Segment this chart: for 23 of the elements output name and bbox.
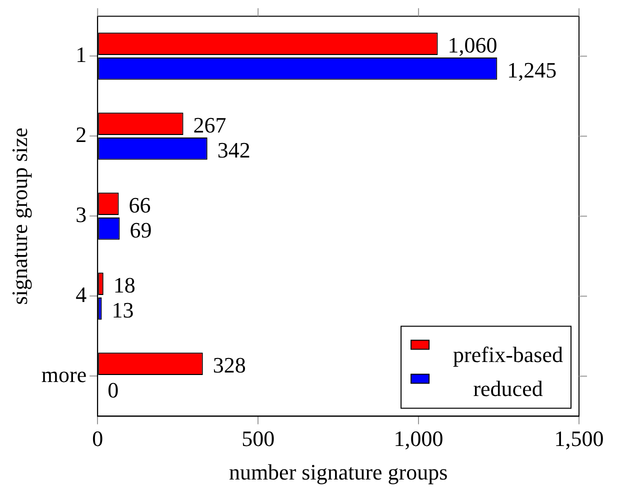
x-tick-label: 0: [92, 426, 104, 452]
y-tick-label: more: [41, 362, 87, 387]
data-label: 342: [217, 137, 250, 162]
x-tick-label: 1,000: [394, 426, 444, 452]
y-axis-title: signature group size: [6, 128, 32, 305]
y-tick-label: 1: [76, 42, 87, 67]
data-label: 1,245: [507, 57, 557, 82]
y-tick-label: 3: [76, 202, 87, 227]
data-label: 69: [130, 217, 152, 242]
data-label: 1,060: [448, 32, 498, 58]
data-label: 0: [108, 377, 119, 402]
data-label: 267: [193, 112, 226, 138]
x-tick-label: 1,500: [554, 426, 604, 452]
y-tick-label: 2: [76, 122, 87, 147]
data-label: 66: [128, 192, 151, 218]
y-tick-label: 4: [76, 282, 87, 307]
data-label: 13: [112, 297, 134, 322]
x-axis-title: number signature groups: [228, 460, 448, 485]
x-tick-label: 500: [242, 426, 275, 452]
data-label: 328: [212, 352, 246, 378]
legend-label: prefix-based: [453, 342, 564, 367]
data-label: 18: [113, 272, 136, 298]
legend-label: reduced: [473, 376, 543, 401]
